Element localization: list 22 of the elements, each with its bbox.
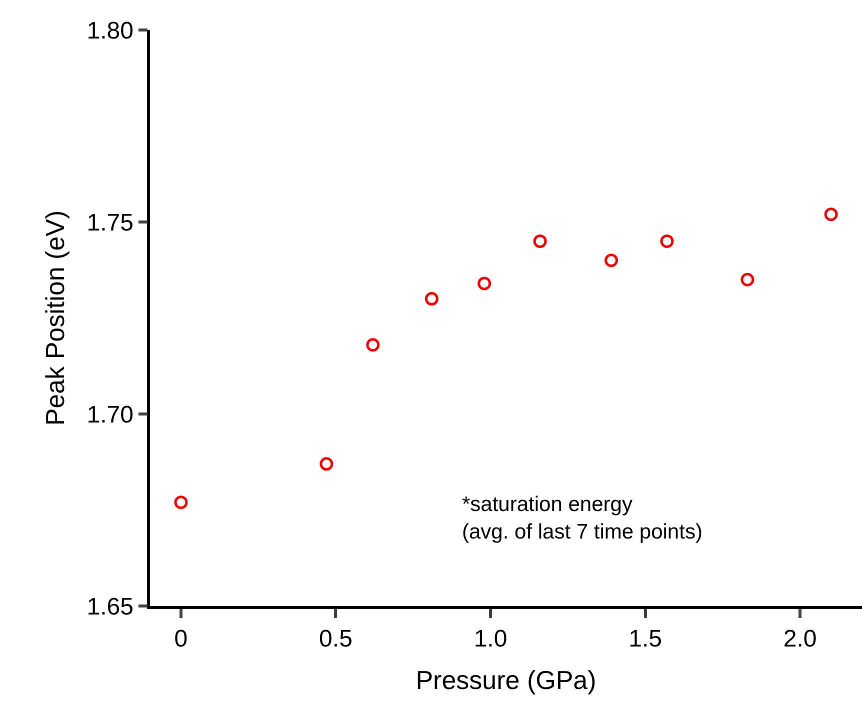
y-tick-label: 1.65 (86, 593, 134, 620)
point (824, 208, 838, 222)
point (533, 234, 547, 248)
x-tick-label: 0.5 (319, 626, 352, 653)
point (320, 457, 334, 471)
y-axis-title: Peak Position (eV) (40, 210, 70, 426)
annotation: *saturation energy (avg. of last 7 time points) (462, 493, 702, 544)
y-tick-label: 1.80 (86, 17, 134, 44)
x-tick-label: 0 (174, 626, 188, 653)
x-tick-label: 1.0 (474, 626, 508, 653)
point (478, 276, 492, 290)
point (174, 496, 188, 510)
x-tick-label: 2.0 (783, 626, 817, 653)
x-tick-label: 1.5 (628, 626, 662, 653)
point (366, 338, 380, 352)
point (604, 254, 618, 268)
point (660, 234, 674, 248)
x-axis-title: Pressure (GPa) (416, 665, 596, 696)
y-tick-label: 1.75 (86, 209, 134, 236)
point (740, 272, 754, 286)
point (424, 292, 438, 306)
y-tick-label: 1.70 (86, 401, 134, 428)
